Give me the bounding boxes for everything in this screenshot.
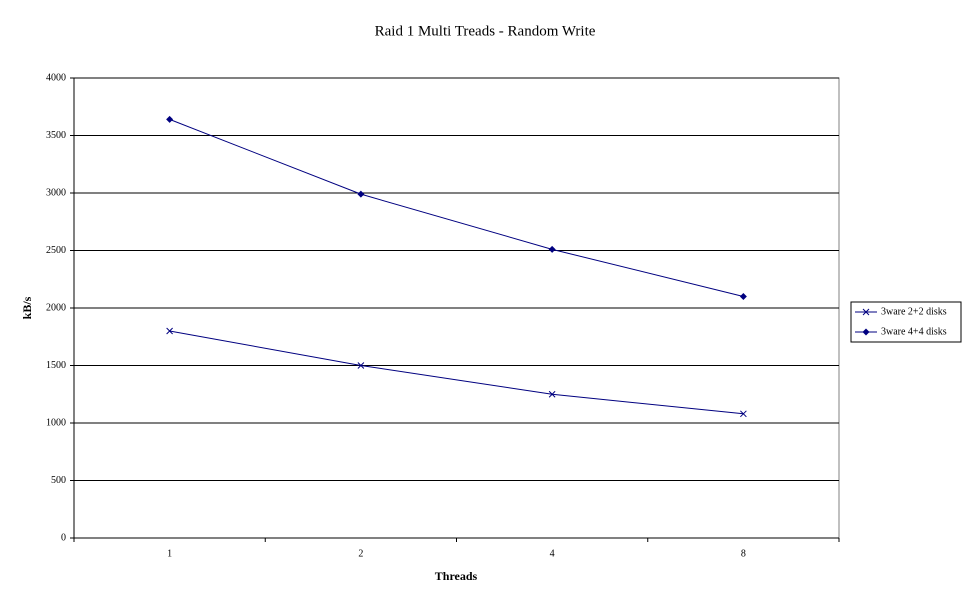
x-tick-label: 4 [550,548,555,559]
legend-label: 3ware 2+2 disks [881,306,947,317]
y-tick-label: 3500 [46,130,66,141]
marker [548,245,556,253]
y-tick-label: 4000 [46,72,66,83]
marker [166,327,173,335]
marker [357,362,365,369]
series-line [169,330,744,415]
y-tick-label: 1500 [46,360,66,371]
legend-marker [862,328,870,336]
marker [166,115,174,123]
series-line [169,118,744,297]
marker [357,190,365,198]
y-tick-label: 3000 [46,187,66,198]
legend-marker [862,308,870,316]
marker [548,390,556,398]
chart-title: Raid 1 Multi Treads - Random Write [375,23,596,39]
legend-label: 3ware 4+4 disks [881,326,947,337]
x-axis-label: Threads [435,569,478,583]
marker [739,293,747,300]
y-tick-label: 2000 [46,302,66,313]
marker [740,410,747,418]
y-axis-label: kB/s [20,296,34,319]
y-tick-label: 1000 [46,417,66,428]
y-tick-label: 2500 [46,245,66,256]
x-tick-label: 2 [358,548,363,559]
y-tick-label: 500 [51,475,66,486]
x-tick-label: 8 [741,548,746,559]
y-tick-label: 0 [61,532,66,543]
x-tick-label: 1 [167,548,172,559]
legend-box [850,301,962,343]
